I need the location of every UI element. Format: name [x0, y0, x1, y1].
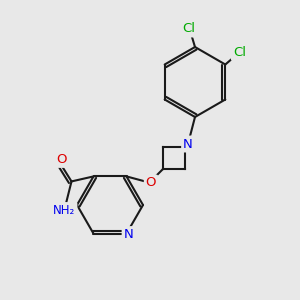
Text: N: N	[183, 137, 193, 151]
Text: O: O	[56, 153, 67, 166]
Text: O: O	[146, 176, 156, 190]
Text: NH₂: NH₂	[53, 204, 76, 217]
Text: Cl: Cl	[233, 46, 246, 59]
Text: Cl: Cl	[182, 22, 196, 35]
Text: N: N	[124, 228, 134, 241]
